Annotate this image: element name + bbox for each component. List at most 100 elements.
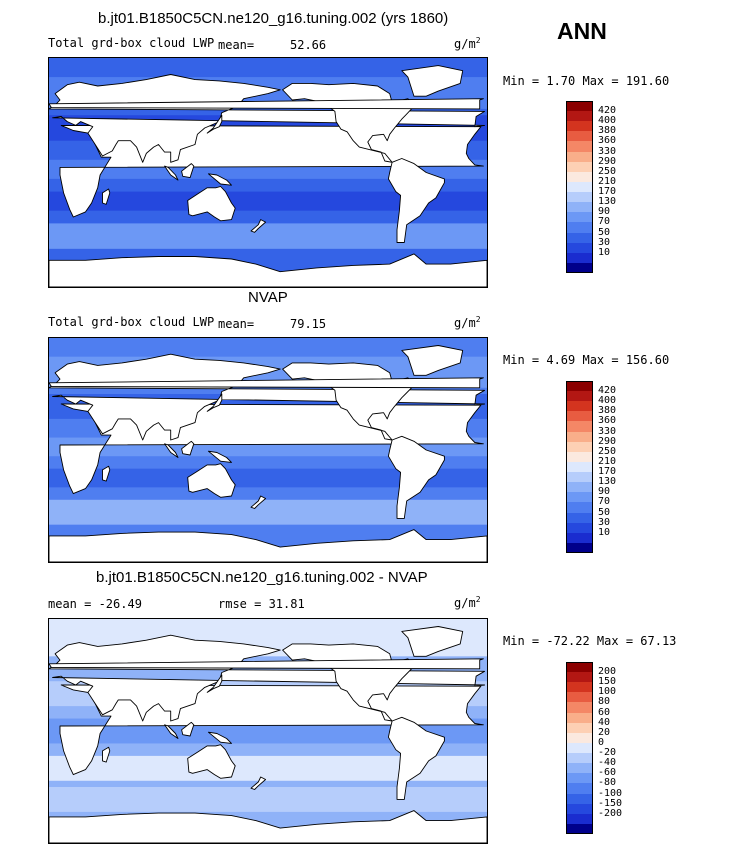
continents	[49, 65, 487, 287]
land-antarctica	[49, 810, 487, 843]
lwp-band	[49, 468, 487, 488]
land-antarctica	[49, 253, 487, 287]
land-southAmerica	[387, 158, 445, 243]
colorbar-swatch	[566, 783, 593, 795]
colorbar-label: -60	[598, 767, 617, 779]
land-japan	[206, 393, 223, 412]
colorbar-swatch	[566, 151, 593, 163]
land-eurasia	[49, 634, 486, 722]
land-newZealand	[250, 495, 267, 509]
colorbar-swatch	[566, 672, 593, 683]
colorbar-swatch	[566, 212, 593, 223]
season-label: ANN	[557, 18, 607, 44]
colorbar-label: 250	[598, 445, 617, 457]
colorbar-swatch	[566, 242, 593, 254]
colorbar-swatch	[566, 742, 593, 754]
colorbar-label: 330	[598, 425, 617, 437]
land-newZealand	[250, 776, 267, 790]
colorbar-label: 200	[598, 666, 617, 678]
colorbar-label: 60	[598, 706, 611, 718]
colorbar-swatch	[566, 262, 593, 274]
panel2-variable: Total grd-box cloud LWP	[48, 315, 215, 329]
land-southAmerica	[387, 716, 445, 800]
colorbar-swatch	[566, 793, 593, 805]
colorbar-swatch	[566, 171, 593, 183]
land-sumatra	[164, 165, 179, 181]
colorbar-label: 70	[598, 216, 611, 228]
colorbar-swatch	[566, 451, 593, 463]
lwp-band	[49, 499, 487, 525]
panel1-mean-label: mean=	[218, 38, 255, 52]
colorbar-label: 70	[598, 496, 611, 508]
colorbar-swatch	[566, 431, 593, 443]
colorbar-label: 170	[598, 466, 617, 478]
land-antarctica	[49, 529, 487, 562]
colorbar-label: 210	[598, 175, 617, 187]
colorbar-swatch	[566, 421, 593, 433]
land-eurasia	[49, 74, 486, 163]
colorbar-swatch	[566, 542, 593, 554]
colorbar-label: -150	[598, 797, 623, 809]
colorbar-swatch	[566, 532, 593, 544]
colorbar-swatch	[566, 181, 593, 193]
colorbar-label: 400	[598, 395, 617, 407]
land-japan	[206, 114, 223, 134]
colorbar-label: 380	[598, 405, 617, 417]
colorbar-swatch	[566, 732, 593, 744]
colorbar-label: 380	[598, 125, 617, 137]
panel2-title: NVAP	[248, 289, 288, 306]
colorbar-swatch	[566, 492, 593, 503]
land-newGuinea	[207, 731, 232, 744]
colorbar-label: 90	[598, 486, 611, 498]
colorbar-swatch	[566, 482, 593, 493]
land-borneo	[181, 440, 195, 456]
land-sumatra	[164, 443, 179, 458]
panel2-mean-value: 79.15	[290, 317, 327, 331]
colorbar-swatch	[566, 823, 593, 835]
colorbar-label: 360	[598, 415, 617, 427]
colorbar-swatch	[566, 131, 593, 142]
colorbar-label: 30	[598, 516, 611, 528]
panel2-mean-label: mean=	[218, 317, 255, 331]
panel2-colorbar: 420 400 380 360 330 290 250 210 170 130 90 70 50 30 10	[566, 381, 646, 554]
colorbar-swatch	[566, 141, 593, 153]
land-greenland	[401, 65, 464, 97]
colorbar-frame	[566, 381, 593, 553]
colorbar-swatch	[566, 161, 593, 173]
colorbar-swatch	[566, 712, 593, 724]
panel3-units: g/m2	[454, 595, 481, 610]
colorbar-swatch	[566, 522, 593, 534]
colorbar-swatch	[566, 763, 593, 774]
colorbar-swatch	[566, 502, 593, 514]
colorbar-label: -20	[598, 747, 617, 759]
continents	[49, 626, 487, 843]
colorbar-swatch	[566, 381, 593, 392]
colorbar-swatch	[566, 441, 593, 453]
land-greenland	[401, 626, 464, 657]
land-uk	[49, 658, 484, 670]
panel3-map	[48, 618, 488, 844]
colorbar-frame	[566, 662, 593, 834]
land-australia	[187, 463, 236, 498]
colorbar-swatch	[566, 401, 593, 412]
land-madagascar	[102, 746, 111, 763]
colorbar-swatch	[566, 461, 593, 473]
land-newGuinea	[207, 173, 232, 186]
colorbar-swatch	[566, 662, 593, 673]
panel1-range: Min = 1.70 Max = 191.60	[503, 74, 670, 88]
panel2-range: Min = 4.69 Max = 156.60	[503, 353, 670, 367]
colorbar-swatch	[566, 192, 593, 203]
land-southAmerica	[387, 435, 445, 519]
colorbar-label: 290	[598, 435, 617, 447]
colorbar-label: 150	[598, 676, 617, 688]
colorbar-label: 330	[598, 145, 617, 157]
land-australia	[187, 744, 236, 779]
panel3-colorbar: 200 150 100 80 60 40 20 0 -20 -40 -60 -80 -100 -150 -2…	[566, 662, 646, 835]
colorbar-swatch	[566, 702, 593, 714]
colorbar-swatch	[566, 722, 593, 734]
colorbar-label: 10	[598, 526, 611, 538]
colorbar-label: 420	[598, 105, 617, 117]
colorbar-label: 420	[598, 385, 617, 397]
lwp-band	[49, 787, 487, 812]
land-uk	[49, 98, 484, 110]
